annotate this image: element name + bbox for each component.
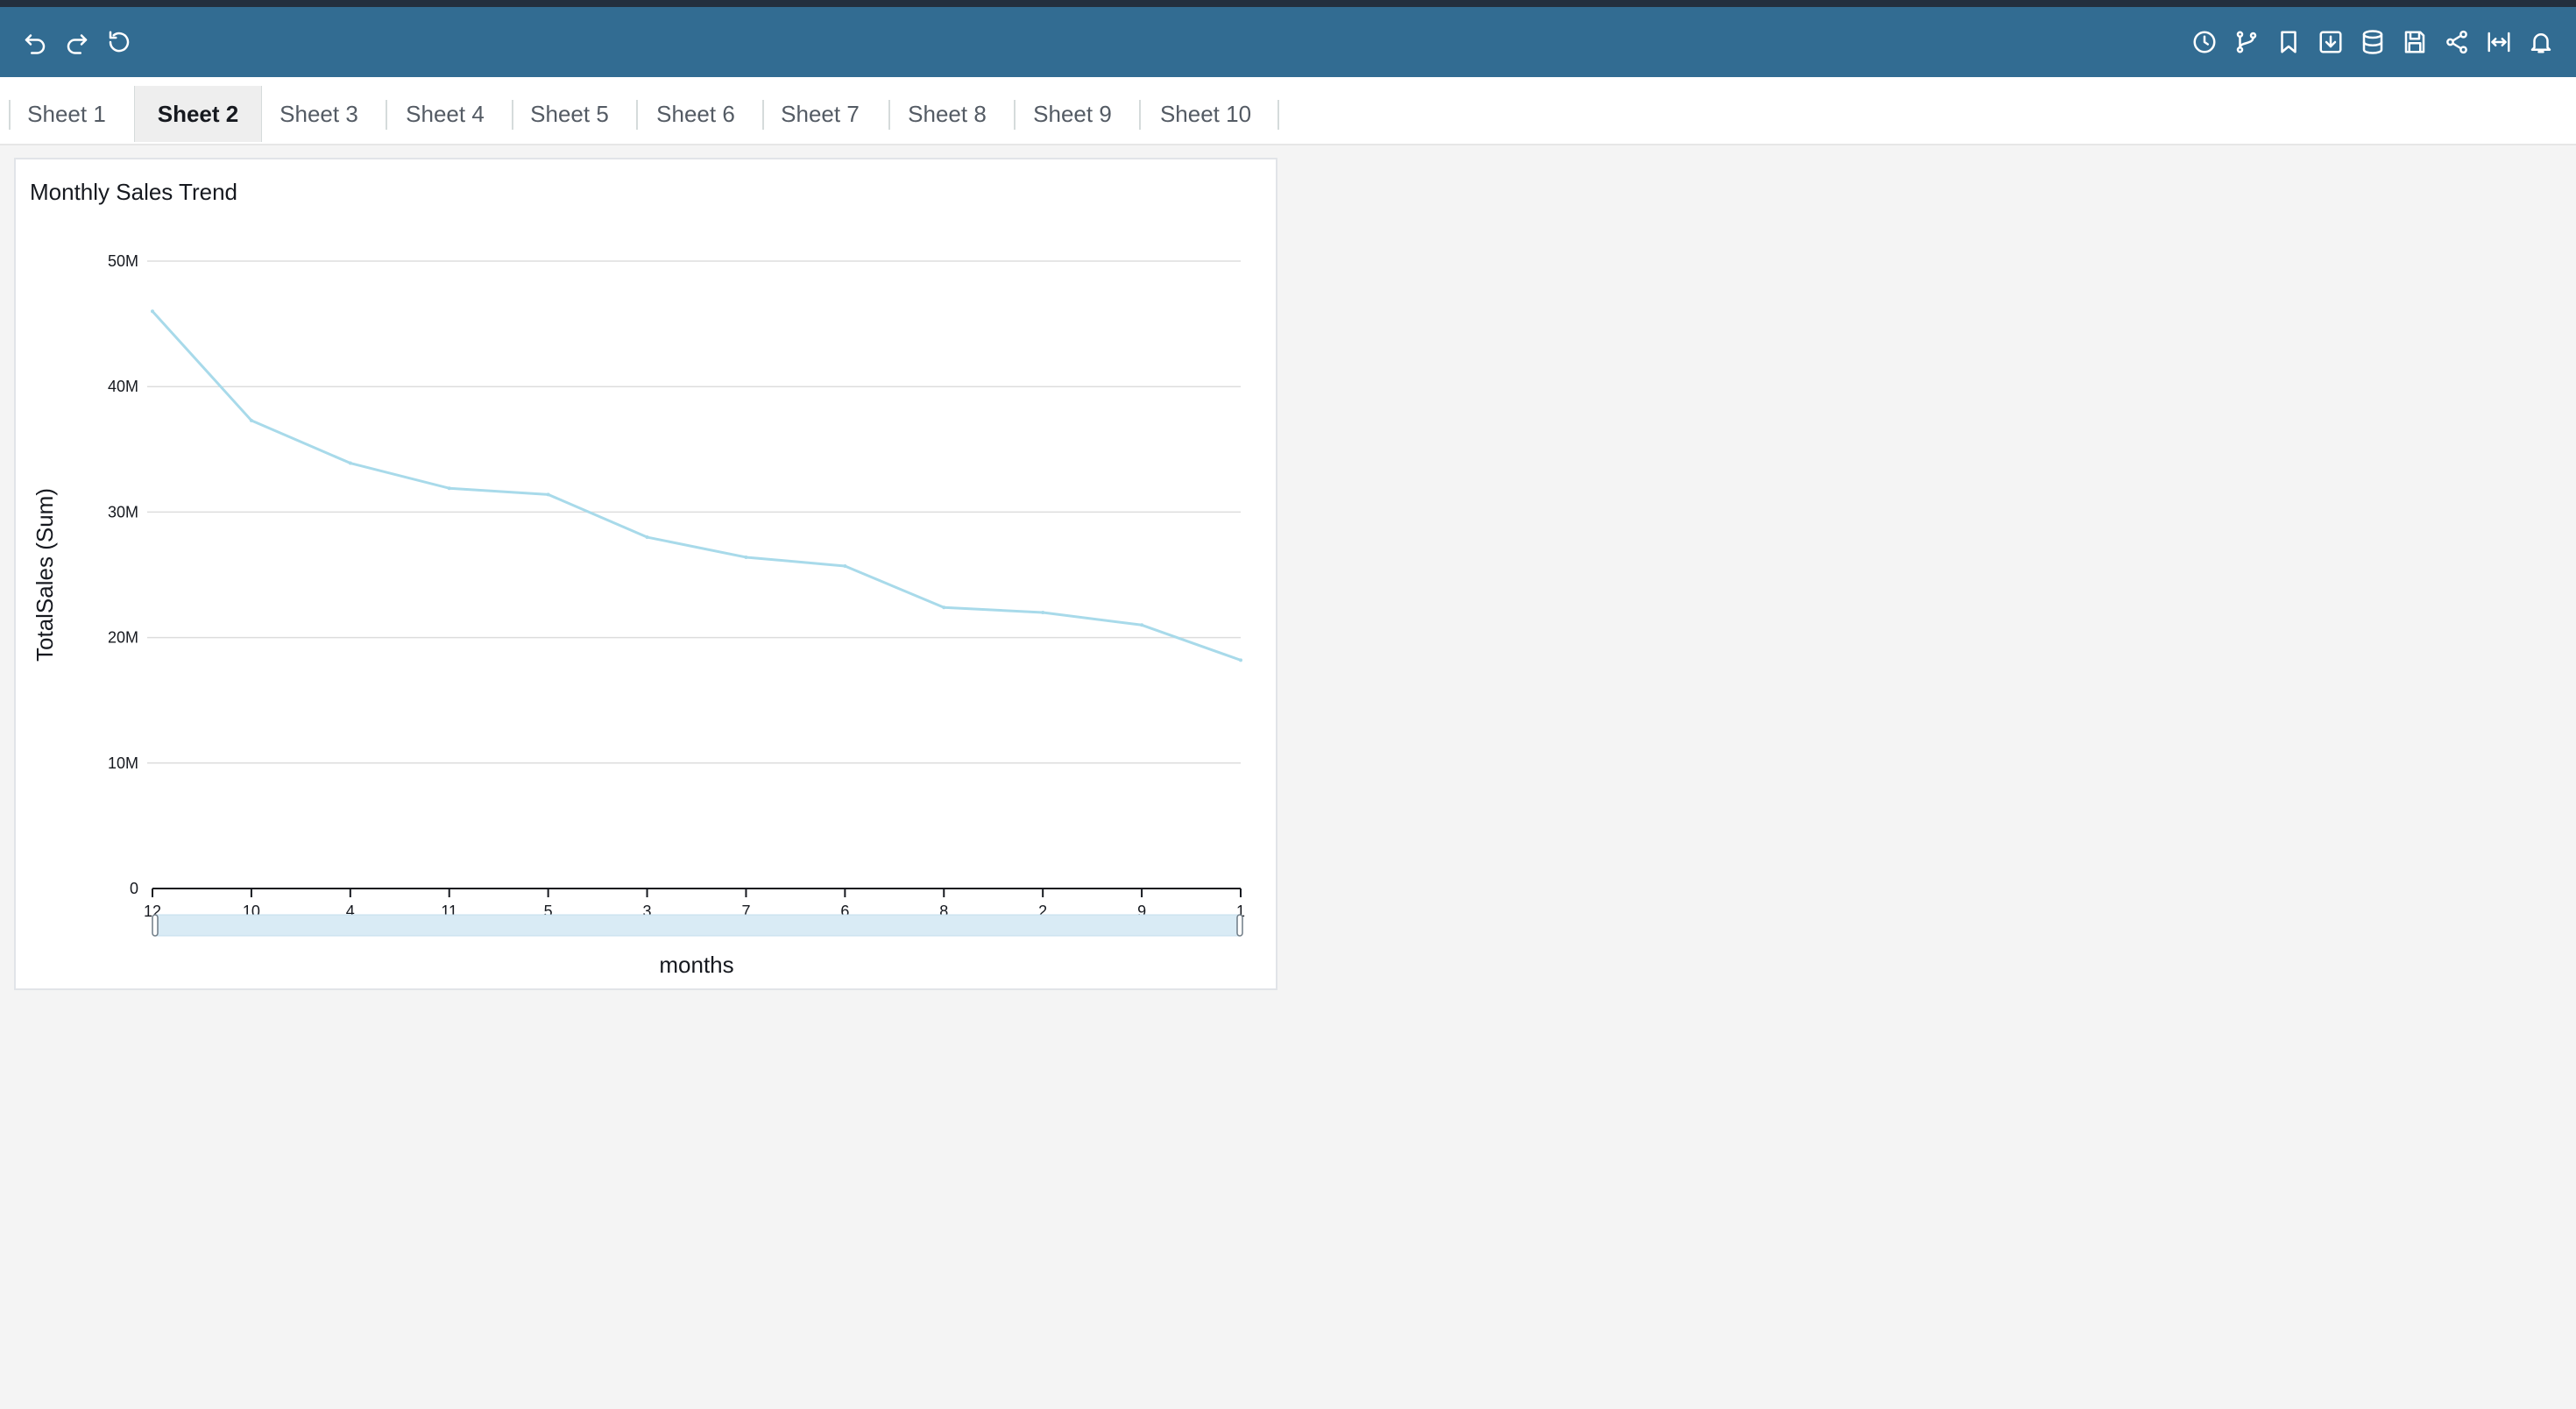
tab-sheet-3[interactable]: Sheet 3 <box>280 100 358 127</box>
data-point <box>1239 658 1242 662</box>
tab-sheet-9[interactable]: Sheet 9 <box>1033 100 1112 127</box>
history-icon[interactable] <box>2187 25 2222 60</box>
data-point <box>744 555 748 559</box>
y-tick-label: 40M <box>108 378 138 395</box>
y-axis-title: TotalSales (Sum) <box>32 488 58 662</box>
x-tick-label: 4 <box>346 903 355 920</box>
tab-separator <box>636 100 638 130</box>
sheet-tab-bar: Sheet 1 Sheet 2 Sheet 3 Sheet 4 Sheet 5 … <box>0 77 2576 145</box>
x-tick-label: 2 <box>1038 903 1047 920</box>
export-icon[interactable] <box>2313 25 2348 60</box>
tab-separator <box>1277 100 1279 130</box>
toolbar <box>0 7 2576 77</box>
data-point <box>249 418 253 422</box>
data-point <box>645 535 649 540</box>
y-tick-label: 20M <box>108 629 138 647</box>
tab-sheet-2[interactable]: Sheet 2 <box>134 86 262 142</box>
visual-panel[interactable]: Monthly Sales Trend 0 10M 20M 30M 40M 50M 12 10… <box>14 158 1277 990</box>
undo-icon[interactable] <box>18 25 53 60</box>
tab-sheet-4[interactable]: Sheet 4 <box>406 100 485 127</box>
x-tick-label: 7 <box>741 903 750 920</box>
fit-width-icon[interactable] <box>2481 25 2516 60</box>
x-axis-title: months <box>659 952 733 978</box>
range-handle-right[interactable] <box>1236 914 1243 937</box>
redo-icon[interactable] <box>60 25 95 60</box>
top-strip <box>0 0 2576 7</box>
y-tick-label: 30M <box>108 503 138 520</box>
x-tick-label: 9 <box>1137 903 1146 920</box>
bookmark-icon[interactable] <box>2271 25 2306 60</box>
data-point <box>942 605 946 610</box>
data-point <box>1140 623 1144 627</box>
x-tick-label: 6 <box>840 903 849 920</box>
tab-separator <box>762 100 764 130</box>
data-point <box>348 461 352 465</box>
tab-sheet-6[interactable]: Sheet 6 <box>656 100 735 127</box>
reset-icon[interactable] <box>102 25 137 60</box>
range-handle-left[interactable] <box>152 914 159 937</box>
y-tick-label: 50M <box>108 252 138 270</box>
tab-sheet-8[interactable]: Sheet 8 <box>908 100 987 127</box>
x-tick-label: 8 <box>939 903 948 920</box>
tab-separator <box>386 100 387 130</box>
save-icon[interactable] <box>2397 25 2432 60</box>
tab-sheet-10[interactable]: Sheet 10 <box>1159 100 1252 127</box>
x-tick-label: 5 <box>544 903 553 920</box>
share-icon[interactable] <box>2439 25 2474 60</box>
tab-separator <box>888 100 890 130</box>
tab-sheet-7[interactable]: Sheet 7 <box>781 100 860 127</box>
tab-sheet-1[interactable]: Sheet 1 <box>27 100 106 127</box>
tab-sheet-5[interactable]: Sheet 5 <box>530 100 609 127</box>
tab-separator <box>1014 100 1016 130</box>
data-point <box>151 309 154 314</box>
tab-separator <box>9 100 11 130</box>
y-tick-label: 0 <box>130 880 138 897</box>
data-point <box>447 486 451 491</box>
data-point <box>546 492 550 497</box>
alert-icon[interactable] <box>2523 25 2558 60</box>
series-line <box>151 310 1242 662</box>
y-tick-label: 10M <box>108 754 138 772</box>
x-tick-label: 3 <box>643 903 652 920</box>
x-tick-label: 1 <box>1236 903 1245 920</box>
data-point <box>843 563 847 568</box>
branch-icon[interactable] <box>2229 25 2264 60</box>
data-point <box>1041 610 1045 614</box>
tab-separator <box>1139 100 1141 130</box>
dataset-icon[interactable] <box>2355 25 2390 60</box>
x-range-scrollbar[interactable] <box>153 914 1240 937</box>
visual-title: Monthly Sales Trend <box>30 179 238 205</box>
tab-separator <box>512 100 513 130</box>
